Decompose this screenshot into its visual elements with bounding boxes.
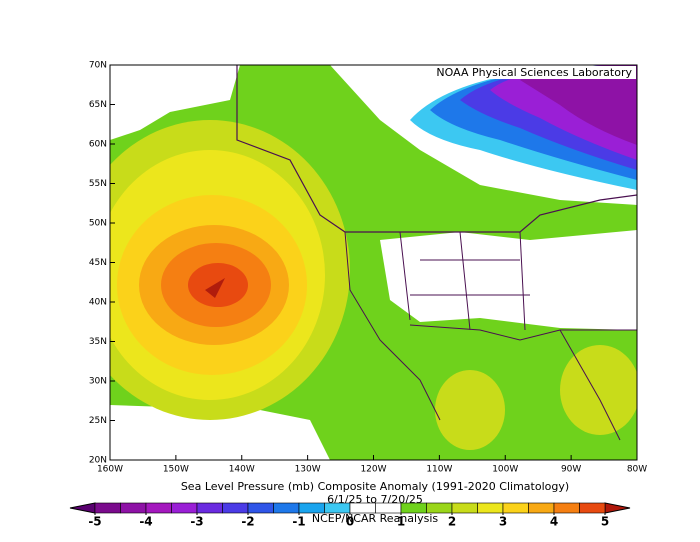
y-tick-label: 20N — [89, 456, 107, 466]
source-box — [428, 66, 636, 79]
colorbar-tick-label: -1 — [292, 515, 305, 529]
borders — [344, 231, 637, 441]
colorbar-tick-label: -5 — [88, 515, 101, 529]
y-tick-label: 60N — [89, 140, 107, 150]
colorbar-swatch — [120, 502, 147, 514]
y-tick-label: 30N — [89, 377, 107, 387]
x-tick-label: 120W — [360, 465, 386, 475]
colorbar-tick-label: 5 — [601, 515, 609, 529]
source-label: NOAA Physical Sciences Laboratory — [436, 66, 632, 79]
colorbar-tick-label: 1 — [397, 515, 405, 529]
colorbar-swatch — [222, 502, 249, 514]
colorbar-swatch — [94, 502, 121, 514]
y-tick-label: 65N — [89, 100, 107, 110]
colorbar-tick-label: -3 — [190, 515, 203, 529]
colorbar-swatch — [145, 502, 172, 514]
x-tick-label: 130W — [295, 465, 321, 475]
credit: NCEP/NCAR Reanalysis — [312, 512, 438, 525]
colorbar-tick-label: -2 — [241, 515, 254, 529]
colorbar-swatch — [502, 502, 529, 514]
y-tick-label: 45N — [89, 258, 107, 268]
colorbar-swatch — [553, 502, 580, 514]
colorbar-swatch — [579, 502, 606, 514]
near-zero-region — [110, 65, 240, 140]
near-zero-region — [110, 405, 330, 460]
positive-contour — [205, 278, 225, 298]
colorbar-swatch — [171, 502, 198, 514]
colorbar-swatch — [247, 502, 274, 514]
x-tick-label: 100W — [492, 465, 518, 475]
colorbar-swatch — [196, 502, 223, 514]
colorbar-tick-label: 3 — [499, 515, 507, 529]
colorbar-swatch — [528, 502, 555, 514]
negative-contour — [520, 65, 637, 145]
colorbar-arrow — [69, 502, 96, 514]
colorbar-tick-label: 4 — [550, 515, 558, 529]
positive-contour — [435, 370, 505, 450]
x-tick-label: 150W — [163, 465, 189, 475]
colorbar-arrow — [604, 502, 631, 514]
near-zero-region — [380, 230, 637, 330]
y-tick-label: 55N — [89, 179, 107, 189]
colorbar-tick-label: -4 — [139, 515, 152, 529]
colorbar-swatch — [273, 502, 300, 514]
y-tick-label: 50N — [89, 219, 107, 229]
colorbar-swatch — [451, 502, 478, 514]
x-tick-label: 80W — [627, 465, 647, 475]
anomaly-field — [110, 65, 637, 460]
colorbar-tick-label: 0 — [346, 515, 354, 529]
y-tick-label: 25N — [89, 416, 107, 426]
x-tick-label: 160W — [97, 465, 123, 475]
x-tick-label: 110W — [426, 465, 452, 475]
colorbar: -5 -4 -3 -2 -1 0 1 2 3 4 5 — [69, 502, 631, 529]
map-title: Sea Level Pressure (mb) Composite Anomal… — [181, 480, 569, 493]
colorbar-tick-label: 2 — [448, 515, 456, 529]
positive-contour — [560, 345, 637, 435]
colorbar-swatch — [477, 502, 504, 514]
y-tick-label: 35N — [89, 337, 107, 347]
x-tick-label: 90W — [561, 465, 581, 475]
y-tick-label: 70N — [89, 61, 107, 71]
x-tick-label: 140W — [229, 465, 255, 475]
y-tick-label: 40N — [89, 298, 107, 308]
